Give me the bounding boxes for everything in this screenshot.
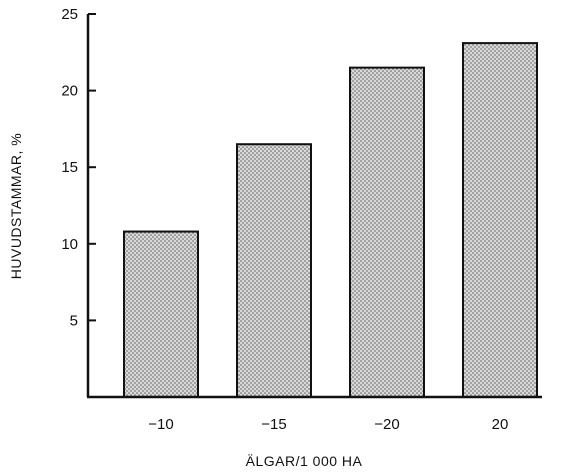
y-axis-ticks: 5 10 15 20 25	[61, 6, 96, 329]
bars	[123, 42, 538, 399]
x-tick-label: −10	[148, 416, 173, 433]
y-tick-label: 25	[61, 6, 78, 23]
y-tick-label: 5	[70, 312, 78, 329]
bar-3	[462, 42, 538, 398]
x-axis-tick-labels: −10 −15 −20 20	[148, 416, 508, 433]
y-axis-label: HUVUDSTAMMAR, %	[8, 133, 24, 279]
bar-1	[236, 143, 312, 398]
x-tick-label: 20	[492, 416, 509, 433]
bar-0	[123, 230, 199, 398]
y-tick-label: 20	[61, 83, 78, 100]
y-tick-label: 10	[61, 236, 78, 253]
x-tick-label: −20	[374, 416, 399, 433]
bar-2	[349, 66, 425, 399]
x-tick-label: −15	[261, 416, 286, 433]
x-axis-label: ÄLGAR/1 000 HA	[246, 453, 363, 469]
y-tick-label: 15	[61, 159, 78, 176]
